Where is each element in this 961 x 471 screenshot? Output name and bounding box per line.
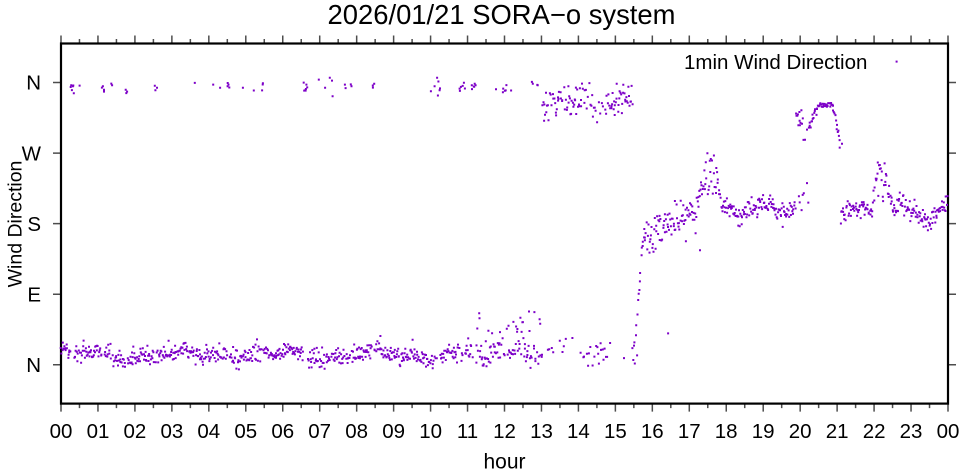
svg-text:16: 16 xyxy=(641,420,664,443)
svg-text:13: 13 xyxy=(530,420,553,443)
svg-text:06: 06 xyxy=(271,420,294,443)
svg-text:03: 03 xyxy=(160,420,183,443)
svg-text:hour: hour xyxy=(483,451,525,471)
svg-text:22: 22 xyxy=(863,420,886,443)
svg-text:Wind Direction: Wind Direction xyxy=(5,161,27,288)
svg-text:00: 00 xyxy=(50,420,73,443)
svg-text:08: 08 xyxy=(345,420,368,443)
svg-text:11: 11 xyxy=(457,420,478,443)
svg-text:04: 04 xyxy=(197,420,220,443)
svg-text:18: 18 xyxy=(715,420,738,443)
svg-text:01: 01 xyxy=(87,420,110,443)
svg-text:N: N xyxy=(26,72,41,95)
svg-text:W: W xyxy=(22,142,42,165)
svg-text:20: 20 xyxy=(789,420,812,443)
svg-text:19: 19 xyxy=(752,420,775,443)
svg-text:02: 02 xyxy=(123,420,146,443)
svg-text:12: 12 xyxy=(493,420,516,443)
svg-text:10: 10 xyxy=(419,420,442,443)
svg-text:2026/01/21 SORA−o system: 2026/01/21 SORA−o system xyxy=(328,0,676,30)
svg-text:15: 15 xyxy=(604,420,627,443)
svg-text:23: 23 xyxy=(900,420,923,443)
svg-text:14: 14 xyxy=(567,420,590,443)
svg-text:N: N xyxy=(26,354,41,377)
svg-text:09: 09 xyxy=(382,420,405,443)
svg-text:S: S xyxy=(27,213,41,236)
svg-text:E: E xyxy=(27,283,41,306)
svg-text:05: 05 xyxy=(234,420,257,443)
svg-text:00: 00 xyxy=(937,420,960,443)
svg-text:17: 17 xyxy=(678,420,701,443)
svg-text:07: 07 xyxy=(308,420,331,443)
svg-text:21: 21 xyxy=(826,420,849,443)
svg-text:1min Wind Direction: 1min Wind Direction xyxy=(684,51,867,74)
